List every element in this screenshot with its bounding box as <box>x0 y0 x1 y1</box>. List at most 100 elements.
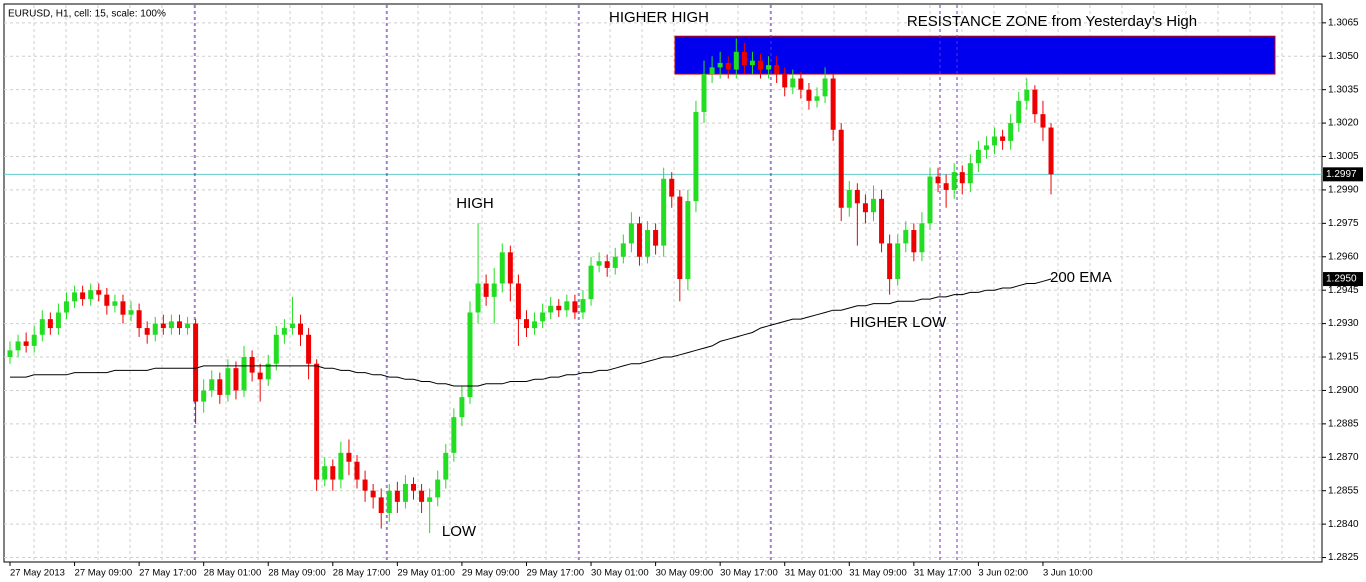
candle-body <box>152 323 158 335</box>
candle-body <box>548 305 554 313</box>
candle-body <box>733 51 739 70</box>
y-tick-label: 1.2870 <box>1328 452 1359 463</box>
candle-body <box>814 96 820 101</box>
candle-body <box>72 292 78 302</box>
candle-body <box>386 490 392 513</box>
candle-body <box>709 67 715 75</box>
candle-body <box>604 261 610 268</box>
candle-body <box>209 379 215 391</box>
candle-body <box>112 301 118 306</box>
candle-body <box>249 357 255 373</box>
candle-body <box>685 201 691 280</box>
y-tick-label: 1.3065 <box>1328 17 1359 28</box>
candle-body <box>168 321 174 329</box>
candle-body <box>193 323 199 402</box>
candle-body <box>927 176 933 224</box>
x-tick-label: 28 May 01:00 <box>204 568 262 579</box>
candle-body <box>402 484 408 502</box>
x-tick-label: 3 Jun 02:00 <box>978 568 1028 579</box>
candle-body <box>564 301 570 311</box>
candle-body <box>846 189 852 208</box>
candle-body <box>55 312 61 329</box>
candle-body <box>298 323 304 335</box>
candle-body <box>983 145 989 150</box>
candle-body <box>459 397 465 418</box>
candle-body <box>88 290 94 300</box>
candle-body <box>104 294 110 306</box>
candle-body <box>862 203 868 213</box>
candle-body <box>47 319 53 329</box>
candle-body <box>1024 89 1030 101</box>
candle-body <box>419 490 425 502</box>
candle-body <box>467 312 473 398</box>
candle-body <box>628 223 634 244</box>
candle-body <box>572 301 578 313</box>
x-tick-label: 27 May 2013 <box>10 568 65 579</box>
ema-label: 200 EMA <box>1050 269 1112 286</box>
candle-body <box>854 189 860 204</box>
candle-body <box>491 283 497 297</box>
y-tick-label: 1.2945 <box>1328 285 1359 296</box>
x-tick-label: 29 May 09:00 <box>462 568 520 579</box>
candle-body <box>314 363 320 480</box>
candle-body <box>701 74 707 112</box>
y-tick-label: 1.2840 <box>1328 519 1359 530</box>
candle-body <box>475 283 481 313</box>
candle-body <box>790 78 796 88</box>
marks-layer <box>7 38 1054 534</box>
y-tick-label: 1.3005 <box>1328 151 1359 162</box>
candle-body <box>596 261 602 266</box>
candle-body <box>257 372 263 380</box>
candle-body <box>887 243 893 280</box>
candle-body <box>281 328 287 335</box>
candle-body <box>354 461 360 480</box>
axis-layer: 1.2825 1.2840 1.2855 1.2870 1.2885 1.2900 1.29… <box>9 17 1363 579</box>
candle-body <box>693 111 699 202</box>
candle-body <box>443 452 449 480</box>
annotation: HIGHER LOW <box>850 314 948 331</box>
candle-body <box>346 452 352 462</box>
candle-body <box>903 230 909 244</box>
candle-body <box>411 484 416 491</box>
y-tick-label: 1.3050 <box>1328 51 1359 62</box>
price-marker-box <box>1323 272 1363 287</box>
candle-body <box>176 321 182 329</box>
candle-body <box>636 223 642 257</box>
candle-body <box>758 60 764 70</box>
y-tick-label: 1.3020 <box>1328 118 1359 129</box>
candle-body <box>1000 136 1006 141</box>
x-tick-label: 28 May 09:00 <box>268 568 326 579</box>
candle-body <box>39 319 45 335</box>
candle-body <box>612 256 618 268</box>
grid <box>4 5 1322 562</box>
candle-body <box>830 78 836 130</box>
candle-body <box>879 198 885 244</box>
annotation: HIGH <box>456 195 494 212</box>
candle-body <box>96 290 102 295</box>
candle-body <box>322 466 328 480</box>
candle-body <box>7 350 13 358</box>
candle-body <box>338 452 344 480</box>
candle-body <box>645 230 651 257</box>
candle-body <box>120 301 126 315</box>
price-marker-box <box>1323 167 1363 182</box>
y-tick-label: 1.2825 <box>1328 552 1359 563</box>
candle-body <box>378 497 384 513</box>
candle-body <box>289 323 295 329</box>
y-tick-label: 1.3035 <box>1328 84 1359 95</box>
candle-body <box>870 198 876 213</box>
y-tick-label: 1.2900 <box>1328 385 1359 396</box>
candle-body <box>499 252 505 284</box>
y-tick-label: 1.2930 <box>1328 318 1359 329</box>
candle-body <box>515 283 521 320</box>
candle-body <box>580 299 586 313</box>
x-tick-label: 31 May 01:00 <box>785 568 843 579</box>
candle-body <box>128 310 134 315</box>
candle-body <box>1048 127 1054 175</box>
candle-body <box>217 379 223 395</box>
candle-body <box>717 62 723 68</box>
candle-body <box>935 176 941 184</box>
candle-body <box>394 490 400 502</box>
x-tick-label: 30 May 17:00 <box>720 568 778 579</box>
